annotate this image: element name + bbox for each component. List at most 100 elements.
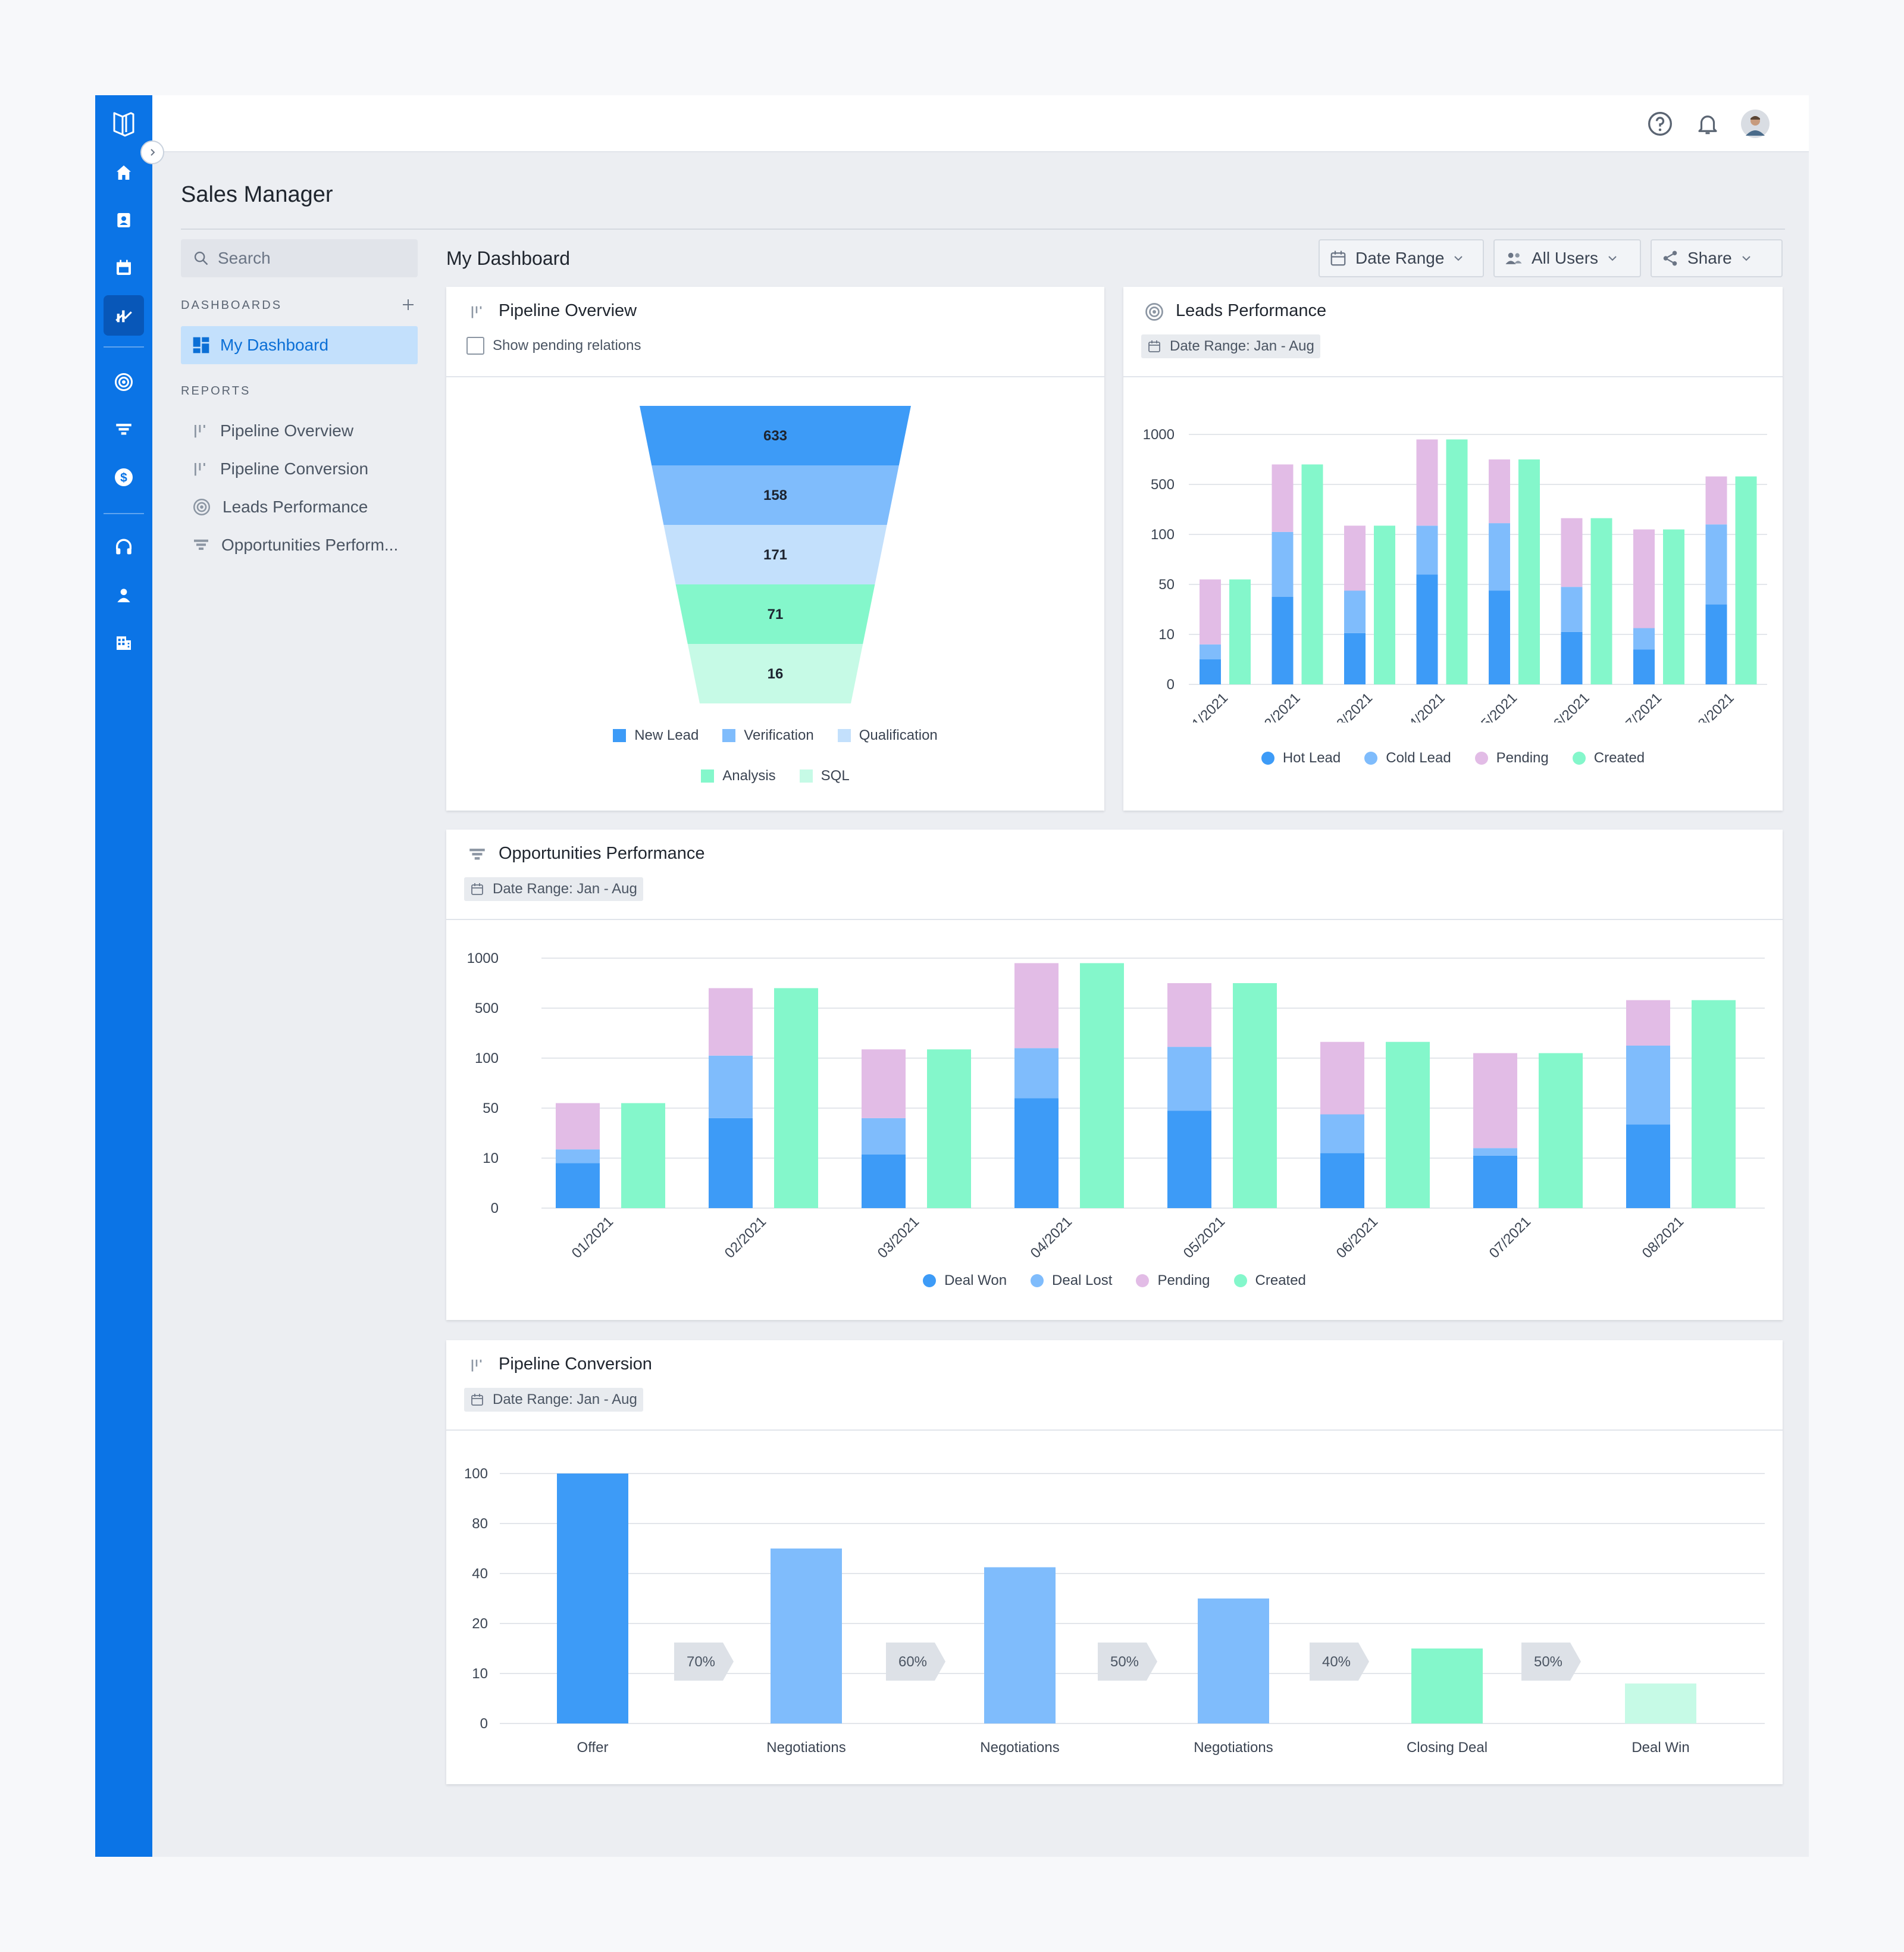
legend-item-pending: Pending — [1136, 1272, 1210, 1289]
calendar-icon — [1148, 340, 1160, 352]
users-dropdown[interactable]: All Users — [1493, 239, 1641, 277]
dollar-icon[interactable]: $ — [104, 457, 144, 498]
y-tick-label: 10 — [472, 1666, 488, 1682]
bar-segment — [1344, 633, 1366, 684]
legend-swatch — [837, 729, 851, 742]
legend-swatch — [799, 769, 813, 783]
card-header: Pipeline Conversion Date Range: Jan - Au… — [446, 1340, 1783, 1431]
bar — [1233, 983, 1277, 1208]
legend-item-hot-lead: Hot Lead — [1261, 750, 1341, 767]
conversion-rate-arrow — [886, 1643, 945, 1681]
reports-heading: REPORTS — [181, 384, 251, 398]
funnel-icon[interactable] — [104, 409, 144, 450]
date-range-chip[interactable]: Date Range: Jan - Aug — [1141, 334, 1320, 358]
funnel-stage — [640, 406, 911, 465]
sidebar-item-label: Pipeline Conversion — [220, 459, 369, 478]
legend-item-analysis: Analysis — [701, 768, 776, 784]
bar-segment — [1705, 524, 1727, 605]
opportunities-performance-chart: 0 10 50 100 500 1000 01/2021 02/2021 03/2021 04/2… — [467, 950, 1765, 1262]
bar-segment — [1561, 518, 1583, 587]
chevron-down-icon — [1742, 256, 1750, 261]
logo-icon[interactable] — [104, 104, 144, 144]
legend-label: Deal Lost — [1052, 1272, 1113, 1288]
y-tick-label: 0 — [491, 1200, 499, 1216]
legend-label: Pending — [1157, 1272, 1210, 1288]
legend-label: Hot Lead — [1282, 750, 1341, 766]
legend-swatch — [701, 769, 715, 783]
collapse-sidebar-button[interactable] — [140, 140, 164, 164]
sidebar-item-leads-performance[interactable]: Leads Performance — [181, 490, 418, 524]
sidebar-item-opportunities-performance[interactable]: Opportunities Perform... — [181, 528, 418, 562]
x-tick-label: 03/2021 — [875, 1213, 922, 1261]
bar-segment — [1489, 459, 1510, 524]
analytics-icon[interactable] — [104, 295, 144, 336]
help-icon[interactable] — [1646, 110, 1674, 138]
funnel-legend-row-1: New Lead Verification Qualification — [446, 727, 1104, 744]
plus-icon — [403, 299, 414, 310]
search-placeholder: Search — [218, 249, 271, 267]
bar-segment — [1320, 1153, 1364, 1208]
bar-segment — [1561, 631, 1583, 684]
building-icon[interactable] — [104, 622, 144, 663]
y-tick-label: 100 — [475, 1050, 499, 1066]
add-dashboard-button[interactable] — [399, 295, 418, 314]
y-tick-label: 0 — [1167, 677, 1175, 693]
sidebar-item-pipeline-overview[interactable]: Pipeline Overview — [181, 414, 418, 448]
x-tick-label: 01/2021 — [1183, 690, 1231, 722]
date-range-chip[interactable]: Date Range: Jan - Aug — [464, 1388, 643, 1412]
legend-item-deal-lost: Deal Lost — [1031, 1272, 1112, 1289]
page-title: Sales Manager — [181, 182, 333, 207]
leads-performance-chart: 0 10 50 100 500 1000 01/2021 02/2021 03/2021 04/2… — [1143, 427, 1767, 722]
bar-segment — [1272, 531, 1294, 597]
bell-icon[interactable] — [1693, 110, 1722, 138]
bar — [1386, 1041, 1430, 1208]
sidebar-item-my-dashboard[interactable]: My Dashboard — [181, 326, 418, 364]
y-tick-label: 0 — [480, 1716, 488, 1732]
legend-swatch — [722, 729, 736, 742]
funnel-value-label: 633 — [763, 428, 787, 444]
bar-segment — [1167, 1110, 1211, 1208]
bar-segment — [1014, 1048, 1059, 1099]
bar-segment — [1416, 439, 1438, 526]
dashboard-title: My Dashboard — [446, 248, 571, 269]
date-range-chip[interactable]: Date Range: Jan - Aug — [464, 877, 643, 901]
legend-swatch — [1136, 1274, 1150, 1287]
date-range-dropdown[interactable]: Date Range — [1319, 239, 1484, 277]
y-tick-label: 50 — [1158, 577, 1175, 593]
conversion-rate-arrow — [1521, 1643, 1581, 1681]
date-range-label: Date Range — [1355, 249, 1445, 267]
sidebar-item-pipeline-conversion[interactable]: Pipeline Conversion — [181, 452, 418, 486]
x-tick-label: Negotiations — [766, 1740, 845, 1756]
share-dropdown[interactable]: Share — [1651, 239, 1783, 277]
legend-swatch — [1261, 752, 1274, 765]
bar — [1198, 1598, 1269, 1723]
contacts-icon[interactable] — [104, 200, 144, 240]
user-icon[interactable] — [104, 575, 144, 615]
chevron-down-icon — [1608, 256, 1617, 261]
headset-icon[interactable] — [104, 527, 144, 568]
avatar[interactable] — [1741, 110, 1770, 138]
x-tick-label: 05/2021 — [1180, 1213, 1228, 1261]
funnel-stage — [652, 465, 899, 525]
bar — [1590, 518, 1612, 684]
chevron-right-icon — [151, 149, 155, 156]
y-tick-label: 20 — [472, 1616, 488, 1632]
bar-segment — [1320, 1041, 1364, 1115]
target-icon — [193, 498, 211, 516]
funnel-value-label: 158 — [763, 487, 787, 503]
checkbox-box[interactable] — [466, 337, 484, 355]
x-tick-label: 03/2021 — [1328, 690, 1376, 722]
calendar-icon[interactable] — [104, 248, 144, 288]
legend-item-created: Created — [1572, 750, 1645, 767]
dashboard-icon — [193, 337, 209, 354]
conversion-rate-label: 50% — [1110, 1654, 1139, 1670]
show-pending-checkbox[interactable]: Show pending relations — [466, 337, 641, 355]
date-chip-label: Date Range: Jan - Aug — [493, 1391, 637, 1407]
bar — [771, 1549, 842, 1723]
search-input[interactable]: Search — [181, 239, 418, 277]
bar-segment — [1633, 649, 1655, 684]
bar — [1663, 529, 1684, 684]
card-header: Opportunities Performance Date Range: Ja… — [446, 830, 1783, 920]
home-icon[interactable] — [104, 152, 144, 193]
target-icon[interactable] — [104, 362, 144, 402]
